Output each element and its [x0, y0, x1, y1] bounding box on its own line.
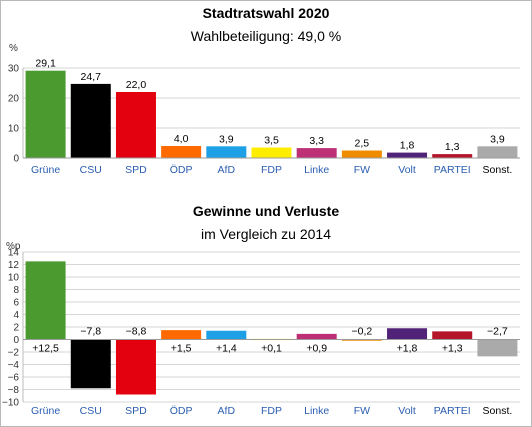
chart1-category-label: AfD [218, 164, 236, 176]
chart2-value-label: +1,4 [216, 343, 237, 355]
chart2-bar [387, 328, 428, 340]
chart2-bar [70, 339, 111, 389]
chart2-category-label: FW [354, 405, 370, 417]
chart1-ytick-label: 30 [8, 64, 20, 75]
chart2-value-label: +1,8 [397, 343, 418, 355]
chart2-category-label: Grüne [31, 405, 60, 417]
chart1-ylabel: % [9, 43, 18, 54]
chart1-category-label: Sonst. [483, 164, 513, 176]
chart2-category-label: ÖDP [170, 405, 193, 417]
chart2-category-label: Sonst. [483, 405, 513, 417]
chart2-ytick-label: 4 [13, 310, 19, 321]
chart2-bar [341, 339, 382, 341]
chart2-ytick-label: 14 [8, 248, 20, 259]
chart1-category-label: Volt [398, 164, 416, 176]
chart2-ylabel: %p [6, 241, 21, 252]
chart1-title: Stadtratswahl 2020 [203, 5, 330, 21]
chart2-ytick-label: −6 [8, 373, 20, 384]
chart2-bar [477, 339, 518, 357]
chart2-value-label: −2,7 [487, 326, 508, 338]
chart1-bar [251, 147, 292, 158]
chart2-value-label: −8,8 [126, 326, 147, 338]
chart1-subtitle: Wahlbeteiligung: 49,0 % [191, 28, 341, 44]
chart2-bar [206, 330, 247, 340]
chart1-bar [115, 92, 156, 158]
chart1-category-label: FDP [261, 164, 282, 176]
chart2-value-label: +1,5 [171, 343, 192, 355]
chart2-category-label: Volt [398, 405, 416, 417]
chart1-category-label: Linke [304, 164, 329, 176]
chart1-category-label: CSU [80, 164, 102, 176]
chart2-bar [296, 333, 337, 340]
chart1-bar [477, 146, 518, 158]
chart2-ytick-label: −2 [8, 348, 20, 359]
chart1-category-label: PARTEI [434, 164, 471, 176]
chart1-value-label: 4,0 [174, 133, 189, 145]
chart1-value-label: 22,0 [126, 79, 147, 91]
chart1-ytick-label: 20 [8, 94, 20, 105]
chart2-value-label: −7,8 [80, 326, 101, 338]
chart1-value-label: 3,9 [219, 133, 234, 145]
chart2-ytick-label: 0 [13, 335, 19, 346]
chart1-category-label: FW [354, 164, 370, 176]
chart2-bar [25, 261, 66, 340]
chart2-category-label: CSU [80, 405, 102, 417]
chart1-value-label: 1,3 [445, 141, 460, 153]
chart1-ytick-label: 0 [13, 154, 19, 165]
chart2-bar [161, 330, 202, 340]
chart1-value-label: 3,5 [264, 135, 279, 147]
chart2-ytick-label: 10 [8, 273, 20, 284]
chart1-value-label: 24,7 [81, 71, 102, 83]
chart1-category-label: Grüne [31, 164, 60, 176]
chart2-category-label: AfD [218, 405, 236, 417]
chart2-ytick-label: 2 [13, 323, 19, 334]
chart2-value-label: −0,2 [351, 326, 372, 338]
chart1-ytick-label: 10 [8, 124, 20, 135]
chart1-bar [296, 148, 337, 158]
chart1-value-label: 3,3 [309, 135, 324, 147]
chart2-subtitle: im Vergleich zu 2014 [201, 226, 331, 242]
chart2-category-label: SPD [125, 405, 147, 417]
chart2-value-label: +1,3 [442, 343, 463, 355]
chart2-ytick-label: 6 [13, 298, 19, 309]
chart2-ytick-label: −8 [8, 385, 20, 396]
chart2-category-label: Linke [304, 405, 329, 417]
chart1-bar [387, 152, 428, 158]
chart2-ytick-label: 8 [13, 285, 19, 296]
chart2-title: Gewinne und Verluste [193, 203, 339, 219]
chart2-bar [432, 331, 473, 340]
chart2-ytick-label: 12 [8, 260, 20, 271]
chart1-value-label: 29,1 [35, 58, 56, 70]
chart1-category-label: ÖDP [170, 164, 193, 176]
chart2-value-label: +0,9 [306, 343, 327, 355]
chart1-bar [161, 146, 202, 158]
chart2-category-label: FDP [261, 405, 282, 417]
chart1-bar [25, 70, 66, 158]
chart1-value-label: 2,5 [355, 138, 370, 150]
chart2-bar [115, 339, 156, 395]
chart1-value-label: 1,8 [400, 140, 415, 152]
chart2-value-label: +0,1 [261, 343, 282, 355]
chart2-ytick-label: −10 [2, 398, 19, 409]
chart2-ytick-label: −4 [8, 360, 20, 371]
chart1-bar [432, 154, 473, 158]
chart1-bar [206, 146, 247, 158]
chart1-bar [70, 83, 111, 158]
chart2-category-label: PARTEI [434, 405, 471, 417]
chart1-category-label: SPD [125, 164, 147, 176]
chart1-bar [341, 150, 382, 158]
chart1-value-label: 3,9 [490, 133, 505, 145]
chart2-value-label: +12,5 [32, 343, 59, 355]
